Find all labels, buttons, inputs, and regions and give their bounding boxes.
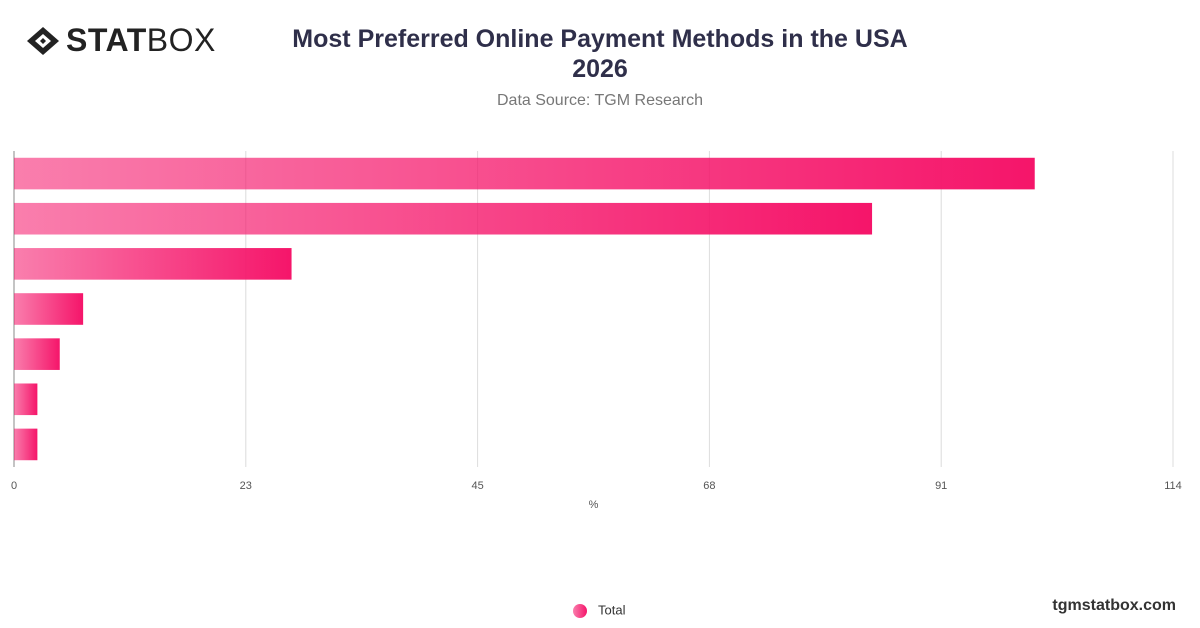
x-tick-label: 68 [703, 480, 715, 492]
logo-icon [27, 26, 59, 55]
logo-light: BOX [146, 22, 216, 58]
x-axis-label: % [589, 499, 599, 511]
x-tick-label: 45 [471, 480, 483, 492]
footer-site: tgmstatbox.com [1052, 597, 1176, 614]
bar [14, 202, 873, 235]
legend-label: Total [598, 602, 626, 617]
chart-subtitle: Data Source: TGM Research [496, 92, 703, 109]
x-tick-label: 0 [11, 480, 17, 492]
x-tick-label: 91 [935, 480, 947, 492]
bar [14, 157, 1035, 190]
logo-bold: STAT [66, 22, 147, 58]
logo: STAT BOX [26, 22, 216, 59]
x-tick-label: 23 [240, 480, 252, 492]
x-tick-label: 114 [1164, 480, 1182, 492]
bar [14, 248, 292, 280]
bar [14, 338, 60, 370]
legend-marker [573, 604, 587, 618]
bar [14, 428, 38, 461]
bar [14, 293, 84, 325]
bar [14, 383, 38, 416]
chart-title: Most Preferred Online Payment Methods in… [292, 25, 908, 83]
